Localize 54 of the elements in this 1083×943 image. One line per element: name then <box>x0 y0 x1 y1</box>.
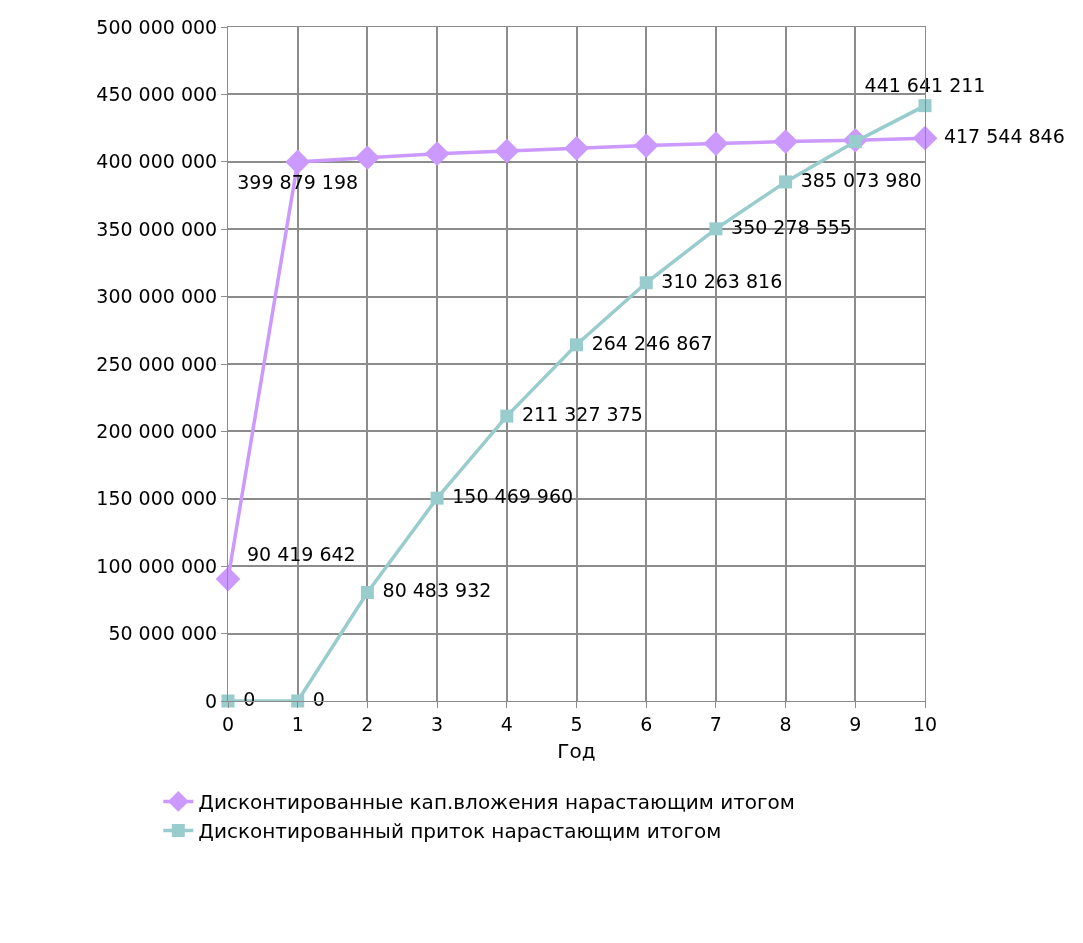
y-tick-label: 0 <box>205 689 218 712</box>
data-label: 417 544 846 <box>937 124 1071 147</box>
y-tick-label: 300 000 000 <box>96 285 218 308</box>
point <box>500 409 514 423</box>
point <box>494 138 520 164</box>
point <box>918 99 932 113</box>
point <box>355 145 380 171</box>
data-label: 385 073 980 <box>794 168 928 191</box>
x-tick-label: 9 <box>849 712 862 735</box>
data-label: 211 327 375 <box>515 402 649 425</box>
point <box>633 133 659 158</box>
x-tick-label: 8 <box>779 712 792 735</box>
x-tick-label: 2 <box>361 712 374 735</box>
point <box>570 338 583 352</box>
data-label: 90 419 642 <box>240 543 362 566</box>
y-tick-label: 500 000 000 <box>96 15 218 38</box>
data-label: 264 246 867 <box>585 331 719 354</box>
y-tick-label: 100 000 000 <box>96 554 218 577</box>
point <box>703 131 729 156</box>
legend-label: Дисконтированный приток нарастающим итогом <box>198 819 722 844</box>
x-tick-label: 4 <box>500 712 513 735</box>
point <box>360 586 374 600</box>
data-label: 80 483 932 <box>376 579 498 602</box>
y-tick-label: 400 000 000 <box>96 150 218 173</box>
y-tick-label: 150 000 000 <box>96 487 218 510</box>
y-tick-label: 50 000 000 <box>108 622 218 645</box>
x-tick-label: 1 <box>291 712 304 735</box>
y-tick-label: 200 000 000 <box>96 420 218 443</box>
point <box>709 222 723 236</box>
point <box>430 491 444 505</box>
x-axis-title: Год <box>557 739 596 764</box>
y-tick-label: 450 000 000 <box>96 83 218 106</box>
legend-label: Дисконтированные кап.вложения нарастающим итогом <box>198 790 795 815</box>
point <box>424 141 450 167</box>
point <box>215 566 241 592</box>
y-tick-label: 250 000 000 <box>96 352 218 375</box>
x-tick-label: 0 <box>221 712 235 735</box>
x-tick-label: 7 <box>709 712 722 735</box>
data-label: 310 263 816 <box>655 269 789 292</box>
point <box>639 276 653 290</box>
data-label: 150 469 960 <box>446 484 580 507</box>
x-tick-label: 6 <box>640 712 653 735</box>
x-tick-label: 10 <box>912 712 938 735</box>
y-tick-label: 350 000 000 <box>96 217 218 240</box>
data-label: 350 278 555 <box>725 215 858 238</box>
point <box>779 175 793 189</box>
point <box>773 129 798 154</box>
x-tick-label: 3 <box>431 712 444 735</box>
data-label: 399 879 198 <box>231 171 365 194</box>
data-label: 441 641 211 <box>858 73 992 96</box>
point <box>912 125 938 151</box>
point <box>564 135 589 161</box>
point <box>285 149 311 175</box>
x-tick-label: 5 <box>570 712 583 735</box>
